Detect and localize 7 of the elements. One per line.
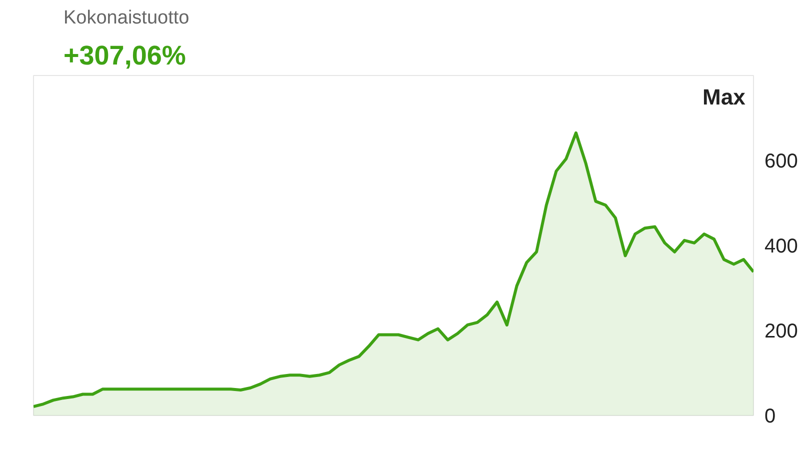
y-tick-label: 200	[764, 320, 798, 342]
chart-subtitle: +307,06%	[64, 40, 186, 70]
y-tick-label: 600	[764, 150, 798, 172]
y-tick-label: 0	[764, 406, 776, 428]
chart-title: Kokonaistuotto	[64, 8, 190, 28]
annotation: Max	[702, 84, 746, 110]
y-tick-label: 400	[764, 236, 798, 258]
